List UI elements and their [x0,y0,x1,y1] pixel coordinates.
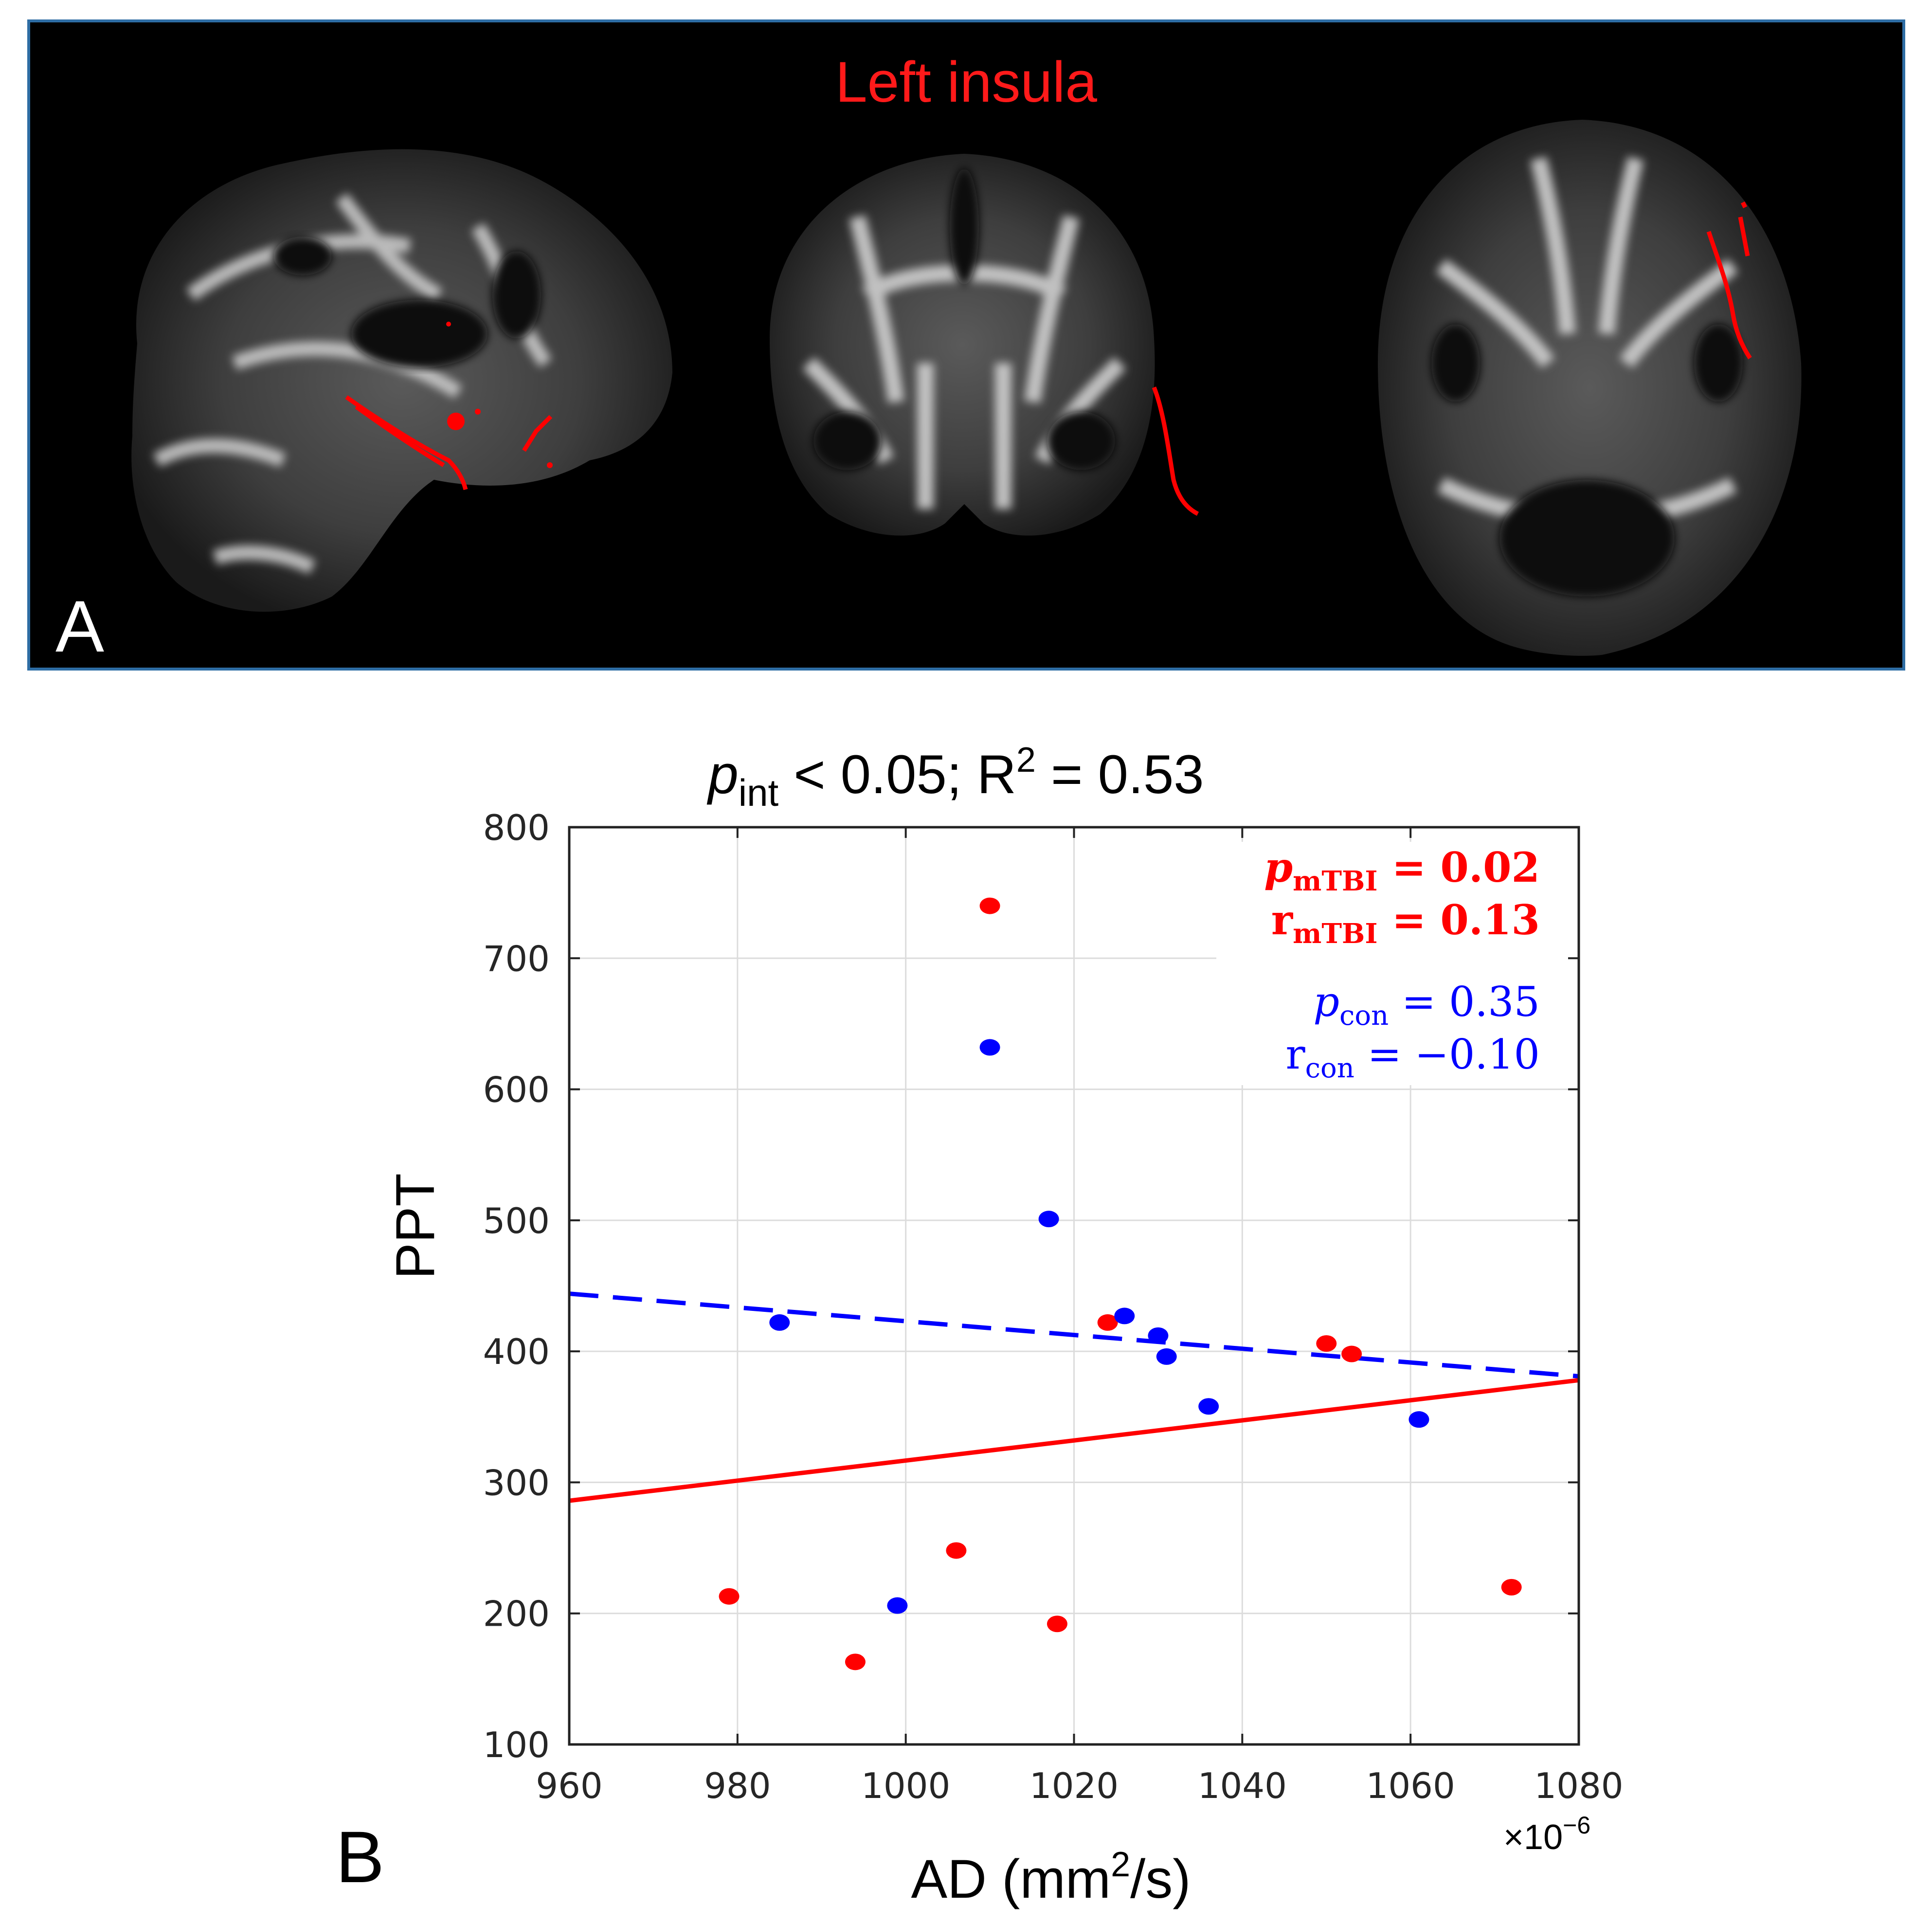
point-mTBI [1341,1345,1362,1362]
stat-r-mtbi: rmTBI = 0.13 [1271,896,1540,950]
panel-b-label: B [336,1816,385,1898]
chart-title: pint < 0.05; R2 = 0.53 [706,741,1204,814]
y-tick-label: 100 [483,1724,550,1765]
point-con [1038,1211,1059,1228]
insula-marks-sagittal [345,395,553,490]
y-tick-label: 300 [483,1462,550,1503]
point-con [887,1597,908,1614]
panel-a-title: Left insula [835,50,1097,114]
x-tick-label: 1020 [1029,1765,1119,1806]
point-mTBI [845,1653,866,1670]
point-con [1148,1327,1169,1344]
axial-slice [1378,120,1802,656]
y-axis-label: PPT [385,1173,446,1279]
y-tick-label: 600 [483,1070,550,1110]
point-mTBI [1316,1335,1337,1352]
y-tick-label: 700 [483,938,550,979]
point-mTBI [1097,1314,1118,1331]
title-p: p [706,744,738,805]
point-mTBI [1501,1579,1522,1596]
point-con [1156,1348,1177,1365]
panel-a-label: A [55,585,105,667]
title-sup: 2 [1016,741,1036,780]
stats-legend-bg [1216,842,1574,1085]
point-mTBI [719,1588,740,1605]
title-sub: int [739,771,779,814]
stat-p-mtbi: pmTBI = 0.02 [1264,843,1540,897]
x-exponent: ×10−6 [1503,1812,1590,1857]
x-tick-label: 960 [536,1765,602,1806]
fit-line-mTBI [569,1378,1579,1503]
point-mTBI [946,1542,967,1559]
x-tick-label: 1040 [1198,1765,1287,1806]
sagittal-slice [131,149,672,612]
panel-b: 960 980 1000 1020 1040 1060 1080 100 200 300 400 50… [0,681,1932,1922]
axes-frame [568,826,1580,1746]
point-mTBI [979,897,1000,914]
scatter-chart: 960 980 1000 1020 1040 1060 1080 100 200 300 400 50… [385,741,1624,1909]
y-tick-label: 400 [483,1331,550,1372]
point-mTBI [1047,1615,1067,1633]
point-con [979,1039,1000,1056]
stat-r-con: rcon = −0.10 [1285,1031,1540,1084]
brain-slices [131,120,1802,656]
point-con [769,1314,790,1331]
data-points [719,897,1522,1670]
y-tick-label: 800 [483,807,550,848]
x-tick-label: 980 [704,1765,771,1806]
point-con [1408,1411,1429,1428]
insula-marks-coronal [1152,386,1199,516]
title-tail: = 0.53 [1036,744,1204,805]
point-con [1114,1307,1135,1325]
insula-marks-axial [1706,201,1752,360]
plot-frame [568,826,1580,1746]
fit-lines [569,1291,1579,1503]
y-tick-label: 500 [483,1200,550,1241]
x-tick-label: 1060 [1366,1765,1455,1806]
stat-p-con: pcon = 0.35 [1313,978,1540,1032]
x-axis-label: AD (mm2/s) [911,1845,1191,1909]
title-rest: < 0.05; R [778,744,1016,805]
fit-line-con [569,1291,1579,1379]
panel-a: Left insula A [27,19,1905,671]
x-tick-label: 1080 [1534,1765,1623,1806]
x-tick-label: 1000 [861,1765,950,1806]
y-tick-label: 200 [483,1594,550,1634]
point-con [1198,1398,1219,1415]
tick-labels: 960 980 1000 1020 1040 1060 1080 100 200 300 400 50… [483,807,1624,1806]
coronal-slice [770,154,1199,536]
